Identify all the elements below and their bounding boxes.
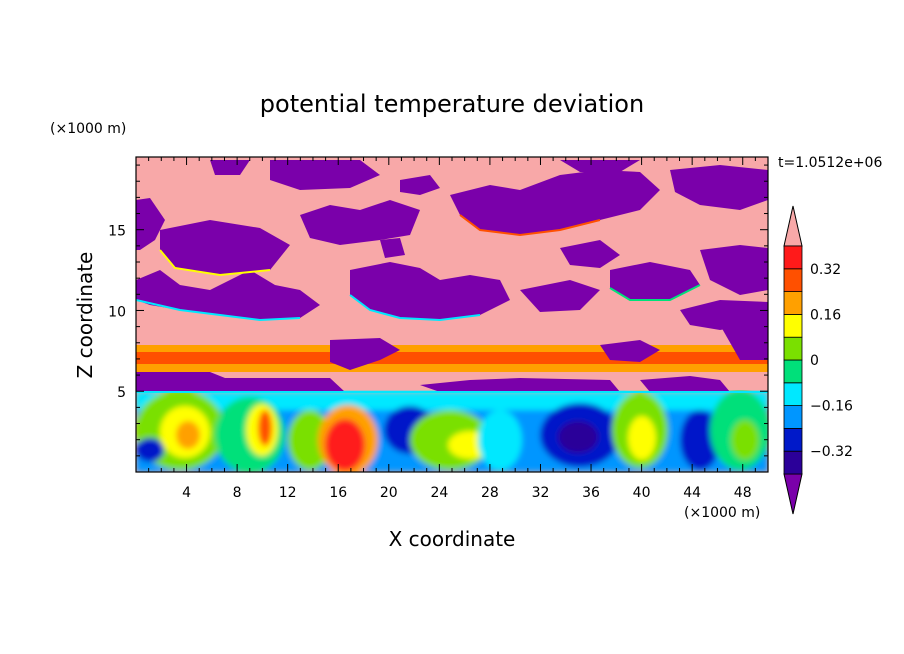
colorbar-swatch (783, 245, 803, 270)
colorbar-swatch (783, 450, 803, 475)
colorbar-bottom-arrow (783, 473, 803, 515)
colorbar: 0.32 0.16 0 −0.16 −0.32 (783, 205, 853, 515)
x-tick-label: 16 (329, 485, 347, 501)
x-tick-label: 48 (734, 485, 752, 501)
upper-layer (136, 160, 768, 330)
colorbar-label: 0.32 (810, 262, 841, 278)
contour-field (136, 157, 768, 472)
colorbar-swatch (783, 291, 803, 315)
colorbar-label: −0.16 (810, 399, 853, 415)
colorbar-swatch (783, 405, 803, 429)
x-tick-label: 20 (380, 485, 398, 501)
colorbar-swatch (783, 336, 803, 361)
x-tick-label: 24 (430, 485, 448, 501)
y-tick-label: 10 (108, 304, 126, 320)
colorbar-swatch (783, 268, 803, 292)
x-tick-label: 44 (683, 485, 701, 501)
colorbar-label: −0.32 (810, 444, 853, 460)
transition-edges (136, 214, 768, 393)
chart-title: potential temperature deviation (260, 90, 644, 118)
x-tick-label: 12 (279, 485, 297, 501)
x-tick-label: 36 (582, 485, 600, 501)
colorbar-swatch (783, 427, 803, 452)
colorbar-top-arrow (783, 205, 803, 247)
x-tick-label: 4 (182, 485, 191, 501)
x-tick-label: 40 (633, 485, 651, 501)
colorbar-swatch (783, 359, 803, 384)
y-unit-label: (×1000 m) (50, 121, 126, 137)
mid-layer (136, 320, 768, 392)
colorbar-label: 0 (810, 353, 819, 369)
time-label: t=1.0512e+06 (778, 155, 882, 171)
x-tick-label: 28 (481, 485, 499, 501)
x-tick-label: 32 (532, 485, 550, 501)
colorbar-swatch (783, 313, 803, 338)
x-ticks: 4 8 12 16 20 24 28 32 36 40 44 48 (148, 157, 756, 501)
x-tick-label: 8 (233, 485, 242, 501)
y-tick-label: 15 (108, 224, 126, 240)
colorbar-label: 0.16 (810, 307, 841, 323)
y-tick-label: 5 (117, 385, 126, 401)
boundary-layer (136, 390, 768, 472)
x-unit-label: (×1000 m) (684, 505, 760, 521)
colorbar-swatch (783, 382, 803, 406)
y-axis-label: Z coordinate (73, 252, 97, 379)
x-axis-label: X coordinate (389, 527, 516, 551)
y-ticks: 5 10 15 (108, 164, 768, 457)
